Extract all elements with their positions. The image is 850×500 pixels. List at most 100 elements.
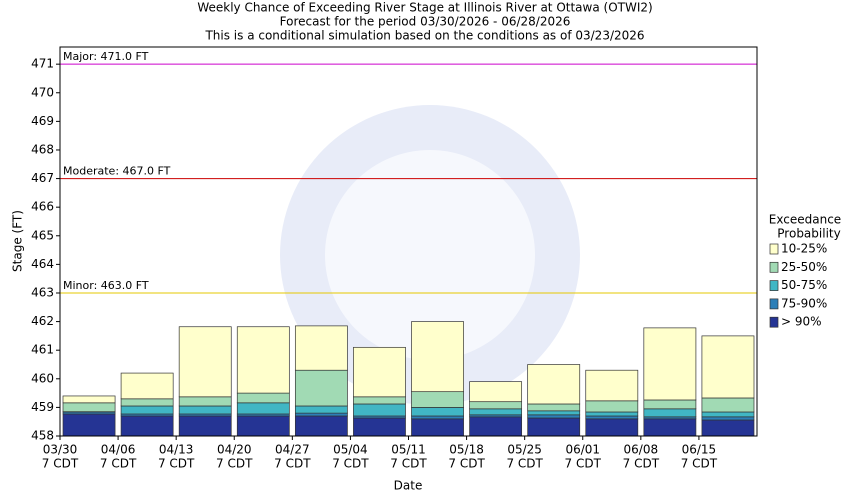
x-tick-label: 04/20 [217,443,252,457]
chart-title: Weekly Chance of Exceeding River Stage a… [197,1,652,15]
legend-label: 75-90% [781,296,827,310]
bar-segment [701,419,755,437]
bar-segment [294,415,348,437]
bar-segment [585,369,639,402]
bar-segment [411,418,464,437]
x-tick-label: 04/13 [159,443,194,457]
x-tick-label: 05/25 [507,443,542,457]
x-tick-sublabel: 7 CDT [448,457,485,471]
chart-subtitle: Forecast for the period 03/30/2026 - 06/… [280,15,571,29]
bar-segment [353,396,406,405]
bar-segment [527,403,581,412]
x-tick-label: 06/01 [565,443,600,457]
x-tick-label: 04/06 [101,443,136,457]
bar-segment [701,335,755,399]
bar-segment [353,403,406,417]
x-tick-label: 05/04 [333,443,368,457]
x-tick-label: 03/30 [43,443,78,457]
threshold-label: Major: 471.0 FT [63,50,149,63]
bar-segment [643,408,697,418]
bar-segment [236,326,290,394]
bar-segment [411,415,464,420]
bar-segment [411,391,464,408]
legend-swatch [769,316,779,328]
x-tick-sublabel: 7 CDT [681,457,718,471]
y-tick-label: 467 [31,171,54,185]
bar-segment [294,325,348,371]
bar-segment [120,405,174,415]
legend-title: Exceedance [769,213,841,227]
watermark-inner [325,150,535,360]
x-tick-sublabel: 7 CDT [42,457,79,471]
bar-segment [178,396,232,407]
bar-segment [585,400,639,413]
y-tick-label: 463 [31,285,54,299]
legend-label: 10-25% [781,242,827,256]
bar-segment [411,321,464,393]
bar-segment [120,372,174,400]
x-tick-sublabel: 7 CDT [506,457,543,471]
bar-segment [585,415,639,420]
x-tick-label: 06/15 [682,443,717,457]
bar-segment [62,413,116,437]
x-tick-sublabel: 7 CDT [274,457,311,471]
x-tick-label: 05/11 [391,443,426,457]
bar-segment [469,401,523,410]
plot-border [59,46,758,437]
bar-segment [62,402,116,413]
legend-swatch [769,298,779,310]
bar-segment [178,326,232,398]
bar-segment [353,417,406,437]
chart-subtitle: This is a conditional simulation based o… [204,29,644,43]
threshold-label: Moderate: 467.0 FT [63,165,171,178]
x-tick-label: 06/08 [624,443,659,457]
bar-segment [120,398,174,407]
bar-segment [701,416,755,421]
y-tick-label: 460 [31,371,54,385]
bar-segment [294,412,348,417]
x-tick-sublabel: 7 CDT [216,457,253,471]
x-tick-sublabel: 7 CDT [100,457,137,471]
bar-segment [643,418,697,437]
bar-segment [120,415,174,437]
bar-segment [469,408,523,416]
bar-segment [643,399,697,410]
bar-segment [353,346,406,398]
bar-segment [527,364,581,405]
y-tick-label: 471 [31,57,54,71]
bar-segment [236,402,290,415]
bar-segment [585,411,639,417]
legend-label: 50-75% [781,278,827,292]
y-tick-label: 459 [31,400,54,414]
y-tick-label: 465 [31,228,54,242]
y-tick-label: 469 [31,114,54,128]
x-tick-sublabel: 7 CDT [565,457,602,471]
bar-segment [643,327,697,401]
bar-segment [62,395,116,404]
bar-segment [178,415,232,437]
y-tick-label: 462 [31,314,54,328]
y-tick-label: 458 [31,429,54,443]
bar-segment [469,416,523,437]
legend-swatch [769,243,779,255]
bar-segment [585,418,639,437]
bar-segment [236,415,290,437]
x-tick-label: 05/18 [449,443,484,457]
y-tick-label: 468 [31,142,54,156]
x-tick-sublabel: 7 CDT [158,457,195,471]
x-tick-sublabel: 7 CDT [332,457,369,471]
y-tick-label: 464 [31,257,54,271]
threshold-label: Minor: 463.0 FT [63,279,149,292]
legend-title: Probability [777,227,840,241]
bar-segment [527,410,581,416]
bar-segment [294,405,348,414]
bar-segment [701,397,755,413]
bar-segment [236,392,290,404]
y-axis-label: Stage (FT) [11,210,25,272]
legend-swatch [769,280,779,291]
legend-label: 25-50% [781,260,827,274]
x-axis-label: Date [394,479,423,493]
bar-segment [411,407,464,417]
bar-segment [178,405,232,415]
